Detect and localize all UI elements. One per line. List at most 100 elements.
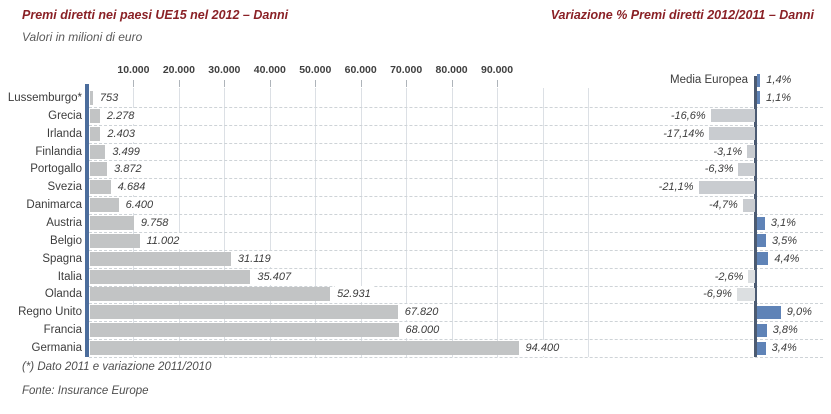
x-axis-tick-mark — [178, 80, 180, 87]
vertical-gridline — [133, 88, 135, 357]
variation-value-label: 3,1% — [770, 217, 796, 229]
vertical-gridline — [451, 88, 453, 357]
x-axis-tick-label: 10.000 — [117, 64, 150, 76]
row-leader-line — [89, 124, 823, 126]
row-leader-line — [89, 106, 823, 108]
row-leader-line — [89, 267, 823, 269]
premium-bar — [89, 90, 93, 105]
country-label: Olanda — [44, 288, 82, 301]
variation-value-label: -21,1% — [658, 181, 694, 194]
premium-bar — [89, 287, 331, 302]
variation-bar — [756, 234, 766, 248]
x-axis-tick-label: 20.000 — [162, 64, 195, 76]
variation-value-label: 1,1% — [766, 91, 792, 104]
variation-bar — [736, 287, 756, 301]
variation-value-label: 9,0% — [786, 306, 812, 319]
country-label: Finlandia — [35, 145, 82, 158]
left-chart-value-axis — [85, 84, 89, 357]
country-label: Portogallo — [30, 163, 82, 176]
premium-value-label: 68.000 — [403, 322, 442, 339]
x-axis-tick-label: 90.000 — [480, 64, 514, 76]
x-axis-tick-label: 50.000 — [299, 64, 332, 76]
country-label: Grecia — [48, 109, 82, 122]
premium-bar — [89, 269, 251, 284]
premium-bar — [89, 126, 101, 141]
vertical-gridline — [224, 88, 226, 357]
x-axis-tick-mark — [360, 80, 362, 87]
variation-value-label: -17,14% — [663, 127, 705, 140]
row-leader-line — [89, 231, 823, 233]
variation-value-label: 3,5% — [771, 234, 798, 247]
variation-value-label: 3,8% — [772, 324, 798, 337]
country-label: Svezia — [47, 181, 82, 194]
x-axis-tick-mark — [497, 80, 499, 87]
right-chart-title: Variazione % Premi diretti 2012/2011 – D… — [550, 8, 814, 22]
row-leader-line — [89, 249, 823, 251]
footnote-source: Fonte: Insurance Europe — [22, 385, 149, 397]
variation-bar — [756, 91, 760, 105]
variation-value-label: -4,7% — [709, 199, 738, 212]
country-label: Austria — [46, 217, 82, 229]
variation-bar — [756, 323, 767, 337]
x-axis-tick-mark — [406, 80, 408, 87]
variation-bar — [748, 270, 756, 284]
variation-value-label: -2,6% — [714, 270, 744, 283]
premium-value-label: 31.119 — [235, 250, 273, 267]
variation-value-label: -3,1% — [713, 145, 743, 158]
variation-bar — [742, 198, 756, 212]
row-leader-line — [89, 357, 823, 358]
row-leader-line — [89, 285, 823, 287]
variation-bar — [709, 127, 756, 141]
country-label: Spagna — [42, 252, 82, 265]
vertical-gridline — [269, 88, 271, 357]
media-europea-value-label: 1,4% — [766, 74, 792, 87]
premium-value-label: 753 — [97, 89, 121, 106]
left-chart-title: Premi diretti nei paesi UE15 nel 2012 – … — [22, 8, 289, 22]
variation-bar — [698, 180, 756, 194]
row-leader-line — [89, 178, 823, 180]
variation-bar — [747, 145, 756, 159]
variation-value-label: 4,4% — [774, 252, 800, 265]
premium-bar — [89, 108, 100, 123]
vertical-gridline — [587, 88, 589, 357]
vertical-gridline — [542, 88, 544, 357]
left-chart-subtitle: Valori in milioni di euro — [22, 30, 143, 44]
premium-value-label: 11.002 — [144, 232, 182, 249]
country-label: Irlanda — [46, 127, 82, 140]
x-axis-tick-label: 70.000 — [390, 64, 423, 76]
premium-bar — [89, 162, 108, 177]
x-axis-tick-mark — [451, 80, 453, 87]
media-europea-bar — [756, 73, 761, 87]
variation-bar — [756, 305, 781, 319]
row-leader-line — [89, 339, 823, 341]
country-label: Lussemburgo* — [7, 91, 82, 104]
variation-value-label: -6,3% — [704, 163, 734, 176]
premium-value-label: 35.407 — [255, 268, 294, 285]
variation-bar — [738, 162, 756, 176]
premium-value-label: 2.403 — [105, 125, 137, 142]
country-label: Regno Unito — [18, 306, 82, 319]
premium-value-label: 94.400 — [523, 340, 562, 357]
row-leader-line — [89, 303, 823, 305]
media-europea-label: Media Europea — [670, 74, 748, 87]
premium-value-label: 52.931 — [335, 286, 373, 303]
country-label: Belgio — [50, 234, 82, 247]
x-axis-tick-label: 80.000 — [435, 64, 468, 76]
premium-bar — [89, 198, 119, 213]
x-axis-tick-mark — [133, 80, 135, 87]
variation-bar — [756, 341, 766, 355]
vertical-gridline — [178, 88, 180, 357]
premium-value-label: 67.820 — [402, 304, 441, 321]
variation-value-label: 3,4% — [771, 342, 797, 355]
premium-bar — [89, 323, 399, 338]
variation-bar — [756, 216, 765, 230]
country-label: Danimarca — [26, 199, 82, 212]
vertical-gridline — [497, 88, 499, 357]
premium-bar — [89, 180, 111, 195]
premium-value-label: 4.684 — [115, 179, 148, 196]
x-axis-tick-label: 60.000 — [344, 64, 377, 76]
premium-bar — [89, 144, 106, 159]
row-leader-line — [89, 160, 823, 162]
row-leader-line — [89, 214, 823, 216]
